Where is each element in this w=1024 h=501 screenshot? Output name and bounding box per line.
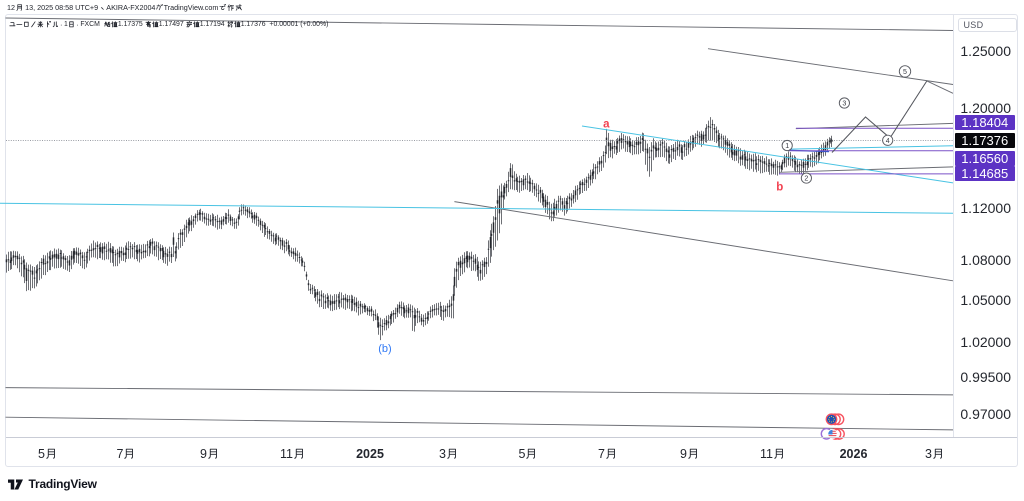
svg-text:(b): (b): [378, 343, 391, 355]
svg-text:b: b: [776, 181, 783, 193]
svg-text:2: 2: [804, 175, 808, 183]
svg-text:5: 5: [903, 68, 907, 76]
svg-text:4: 4: [886, 137, 890, 145]
svg-text:3: 3: [842, 100, 846, 108]
svg-text:1: 1: [785, 142, 789, 150]
svg-text:a: a: [603, 118, 610, 130]
